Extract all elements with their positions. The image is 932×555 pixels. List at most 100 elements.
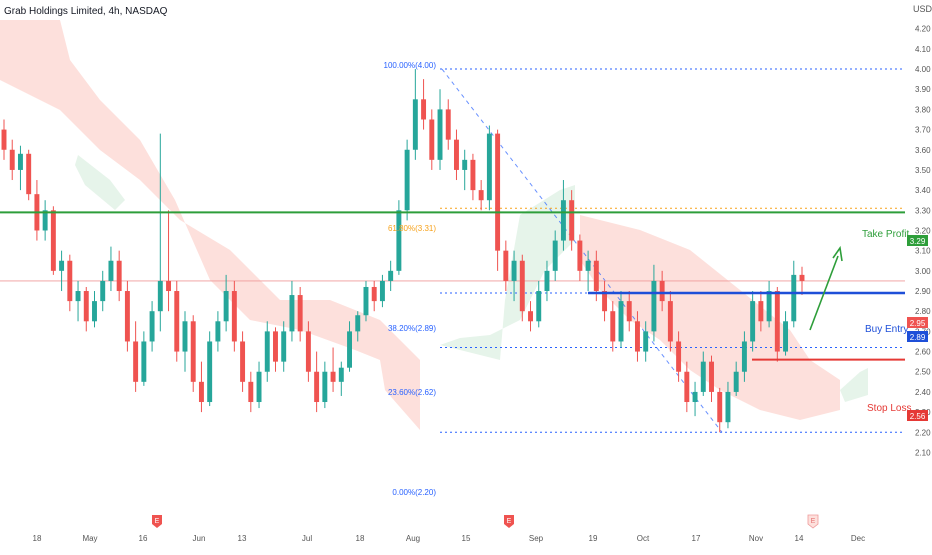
candle-body [207, 341, 213, 403]
candle-body [347, 331, 352, 368]
y-tick-label: 2.10 [915, 448, 931, 457]
candle-body [536, 291, 542, 322]
candle-body [602, 291, 608, 312]
candle-body [355, 315, 361, 332]
candle-body [198, 381, 204, 403]
y-tick-label: 4.10 [915, 45, 931, 54]
candle-body [774, 291, 780, 352]
buy-entry-badge-bg [907, 331, 928, 342]
cloud-bull-segment [840, 368, 868, 402]
candle-body [404, 149, 410, 211]
trade-overlays[interactable] [0, 211, 905, 361]
earnings-marker[interactable]: E [807, 514, 819, 529]
candle-body [141, 341, 147, 382]
candle-body [445, 109, 451, 140]
candle-body [717, 391, 723, 423]
x-tick-label: Jul [302, 534, 312, 543]
y-tick-label: 2.90 [915, 287, 931, 296]
cloud-bear-segment [580, 215, 840, 420]
y-tick-label: 2.80 [915, 307, 931, 316]
candle-body [100, 280, 106, 302]
candle-body [437, 109, 443, 160]
x-tick-label: Dec [851, 534, 865, 543]
fib-0-label: 0.00%(2.20) [392, 488, 436, 497]
fib-236-label: 23.60%(2.62) [388, 388, 436, 397]
current-price-badge: 2.95 [910, 319, 926, 328]
x-tick-label: 17 [692, 534, 701, 543]
candle-body [314, 371, 320, 403]
stop-loss-label: Stop Loss [867, 403, 911, 414]
candle-body [42, 210, 48, 231]
candle-body [429, 119, 435, 160]
earnings-marker[interactable]: E [504, 515, 514, 528]
y-tick-label: 3.70 [915, 126, 931, 135]
y-tick-label: 3.00 [915, 267, 931, 276]
earnings-marker-label: E [811, 518, 816, 525]
candle-body [281, 331, 287, 362]
y-tick-label: 3.20 [915, 226, 931, 235]
candle-body [569, 200, 575, 241]
y-tick-label: 2.40 [915, 388, 931, 397]
stop-loss-badge-bg [907, 410, 928, 421]
candle-body [116, 260, 122, 292]
candle-body [486, 133, 492, 201]
candle-body [528, 311, 533, 322]
candle-body [799, 274, 805, 281]
candle-body [124, 291, 130, 342]
candle-body [618, 301, 624, 342]
candle-body [750, 301, 756, 342]
fib-382-label: 38.20%(2.89) [388, 324, 436, 333]
candle-body [363, 286, 369, 316]
candle-body [9, 149, 15, 170]
candle-body [338, 367, 344, 382]
take-profit-badge: 3.29 [910, 237, 926, 246]
candle-body [634, 321, 640, 352]
candle-body [305, 331, 311, 372]
y-tick-label: 3.50 [915, 166, 931, 175]
candle-body [758, 301, 764, 322]
candle-body [560, 200, 566, 241]
candle-body [783, 321, 789, 352]
buy-entry-label: Buy Entry [865, 324, 908, 335]
stop-loss-badge: 2.56 [910, 412, 926, 421]
candle-body [725, 391, 731, 423]
candle-body [133, 341, 139, 382]
candle-body [297, 295, 303, 332]
candle-body [667, 301, 673, 342]
x-tick-label: 18 [33, 534, 42, 543]
candle-body [421, 99, 427, 120]
earnings-marker[interactable]: E [152, 515, 162, 528]
candle-body [166, 280, 172, 292]
candle-body [659, 280, 665, 302]
candle-body [593, 260, 599, 292]
candle-body [149, 311, 155, 342]
candle-body [223, 291, 229, 322]
y-tick-label: 3.30 [915, 206, 931, 215]
y-tick-label: 2.60 [915, 348, 931, 357]
cloud-bull-segment [75, 155, 125, 210]
candle-body [692, 391, 698, 403]
candle-body [182, 321, 188, 352]
candle-body [108, 260, 114, 281]
fib-100-label: 100.00%(4.00) [384, 61, 437, 70]
candle-body [503, 250, 509, 281]
candle-body [256, 371, 262, 403]
candle-body [676, 341, 682, 372]
currency-label: USD [913, 4, 932, 14]
candle-body [371, 286, 377, 302]
candle-body [643, 331, 649, 352]
candle-body [709, 361, 714, 392]
candle-body [454, 139, 459, 170]
x-tick-label: May [82, 534, 97, 543]
candle-body [766, 291, 772, 322]
candle-body [83, 291, 89, 322]
candle-body [552, 240, 558, 271]
candle-body [700, 361, 706, 392]
candle-body [75, 291, 81, 302]
candle-body [733, 371, 739, 392]
x-tick-label: 15 [462, 534, 471, 543]
x-tick-label: 14 [795, 534, 804, 543]
candle-body [585, 260, 591, 271]
